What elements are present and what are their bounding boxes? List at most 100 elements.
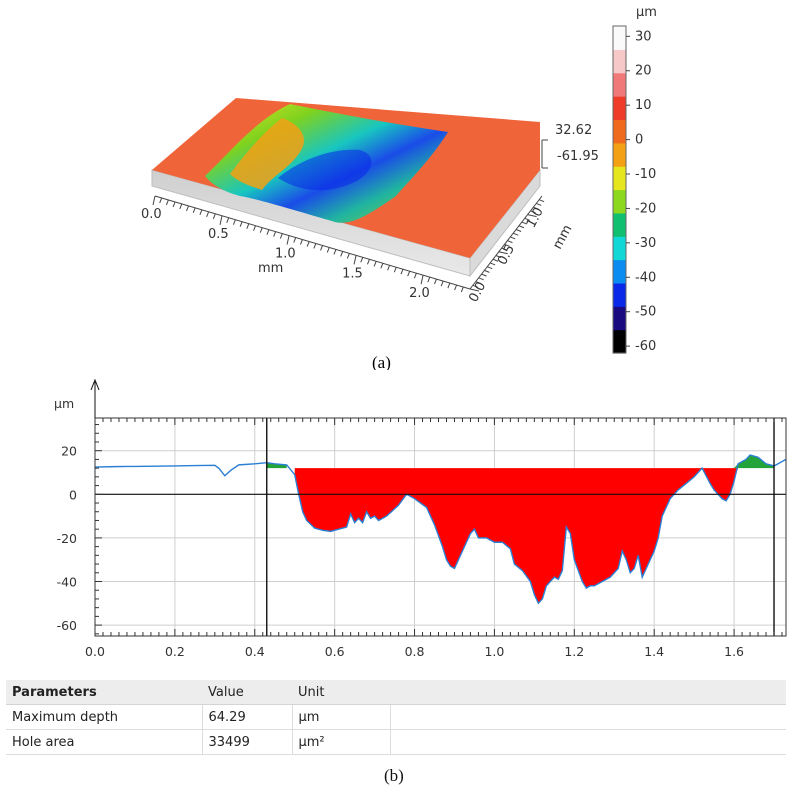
x-axis-tick — [420, 275, 424, 285]
x-axis-line — [154, 195, 471, 290]
x-axis-unit-label: mm — [258, 261, 283, 276]
y-axis-tick — [527, 214, 537, 218]
colorbar — [612, 25, 627, 354]
colorbar-tick-label: 0 — [635, 133, 643, 148]
y-axis-tick — [510, 236, 516, 240]
x-tick-label: 0.0 — [85, 644, 105, 659]
z-bottom-label: -61.95 — [557, 149, 599, 164]
row-unit: µm — [292, 704, 391, 730]
pit-deep-zone — [278, 149, 372, 191]
x-axis-tick — [279, 233, 283, 239]
x-axis-tick-label: 0.5 — [208, 227, 229, 242]
table-header-row: Parameters Value Unit — [6, 680, 786, 705]
y-tick-label: -40 — [57, 575, 77, 590]
x-axis-tick — [454, 284, 458, 291]
y-axis-tick — [489, 262, 496, 266]
colorbar-tick-label: -20 — [635, 201, 656, 216]
y-axis-label: µm — [54, 396, 74, 411]
x-axis-tick — [192, 207, 196, 214]
x-tick-label: 1.4 — [644, 644, 664, 659]
x-axis-tick — [226, 217, 230, 223]
colorbar-tick-label: -10 — [635, 167, 656, 182]
colorbar-tick-label: -60 — [635, 339, 656, 354]
colorbar-tick-label: 10 — [635, 98, 652, 113]
pit-orange-rim — [230, 118, 304, 190]
row-value: 64.29 — [202, 704, 293, 730]
colorbar-segment — [613, 26, 626, 50]
x-tick-label: 0.2 — [165, 644, 185, 659]
colorbar-unit: µm — [636, 5, 657, 20]
x-axis-tick — [273, 231, 277, 237]
x-axis-tick — [393, 267, 397, 273]
colorbar-frame — [612, 25, 627, 354]
parameters-table: Parameters Value Unit Maximum depth 64.2… — [6, 680, 786, 755]
x-axis-tick — [360, 257, 364, 263]
x-tick-label: 0.8 — [405, 644, 425, 659]
colorbar-segment — [613, 189, 626, 214]
x-axis-tick — [165, 199, 169, 206]
x-axis-tick — [320, 245, 324, 251]
y-axis-tick — [536, 202, 542, 206]
above-reference-area — [734, 455, 775, 469]
surface-3d-plot: 0.0 0.5 1.0 1.5 2.0 0.0 0.5 1.0 mm mm 32.62 -61… — [141, 5, 657, 370]
y-axis-tick — [481, 273, 487, 277]
colorbar-segment — [613, 236, 626, 261]
row-param: Hole area — [6, 729, 203, 755]
x-axis-tick — [172, 201, 176, 208]
x-axis-tick — [306, 241, 310, 247]
colorbar-tick-label: -40 — [635, 270, 656, 285]
colorbar-segment — [613, 96, 626, 121]
colorbar-tick-label: 30 — [635, 29, 652, 44]
colorbar-segment — [613, 166, 626, 191]
x-axis-tick — [206, 211, 210, 218]
x-axis-tick — [212, 213, 216, 219]
y-axis-tick — [498, 251, 508, 255]
z-top-label: 32.62 — [555, 123, 592, 138]
y-axis-tick — [495, 255, 502, 258]
y-axis-tick — [533, 206, 539, 210]
y-axis-arrowhead — [90, 378, 100, 391]
x-axis-tick — [353, 255, 357, 265]
x-axis-tick-label: 1.0 — [275, 247, 296, 262]
colorbar-tick-label: -30 — [635, 236, 656, 251]
colorbar-segment — [613, 306, 626, 331]
y-tick-label: 0 — [69, 487, 77, 502]
y-axis-unit-label: mm — [550, 222, 575, 251]
x-axis-tick — [299, 239, 303, 245]
table-row: Hole area 33499 µm² — [6, 729, 786, 755]
x-axis-tick — [387, 265, 391, 271]
x-axis-tick — [427, 276, 431, 283]
x-axis-tick-label: 1.5 — [342, 266, 363, 281]
x-tick-label: 1.6 — [724, 644, 744, 659]
y-axis-tick — [469, 288, 480, 292]
block-right-side — [469, 168, 541, 278]
y-axis-line — [469, 195, 543, 290]
x-axis-tick — [340, 251, 344, 257]
colorbar-tick-label: 20 — [635, 64, 652, 79]
y-axis-tick-label: 0.5 — [495, 242, 518, 267]
header-value: Value — [202, 680, 292, 705]
y-axis-tick — [507, 240, 513, 244]
y-axis-tick — [487, 266, 493, 270]
colorbar-ticks: 30 20 10 0 -10 -20 -30 -40 -50 -60 — [626, 29, 656, 354]
y-axis-tick — [484, 269, 490, 273]
x-axis-tick — [380, 263, 384, 269]
y-axis-tick — [530, 210, 536, 214]
y-tick-label: -60 — [57, 618, 77, 633]
panel-a-label: (a) — [372, 353, 391, 370]
header-parameters: Parameters — [6, 680, 202, 705]
y-axis-tick — [518, 225, 525, 229]
y-tick-label: 20 — [61, 444, 77, 459]
x-axis-tick — [219, 215, 223, 225]
row-value: 33499 — [202, 729, 293, 755]
x-axis-tick — [434, 278, 437, 285]
colorbar-segment — [613, 329, 626, 354]
x-tick-label: 1.2 — [564, 644, 584, 659]
x-axis-tick — [407, 271, 411, 277]
x-axis-tick — [232, 219, 236, 225]
x-axis-tick — [259, 227, 263, 233]
y-axis-tick — [475, 281, 481, 285]
colorbar-segment — [613, 119, 626, 144]
x-axis-tick — [179, 203, 183, 210]
x-axis-tick — [246, 223, 250, 229]
